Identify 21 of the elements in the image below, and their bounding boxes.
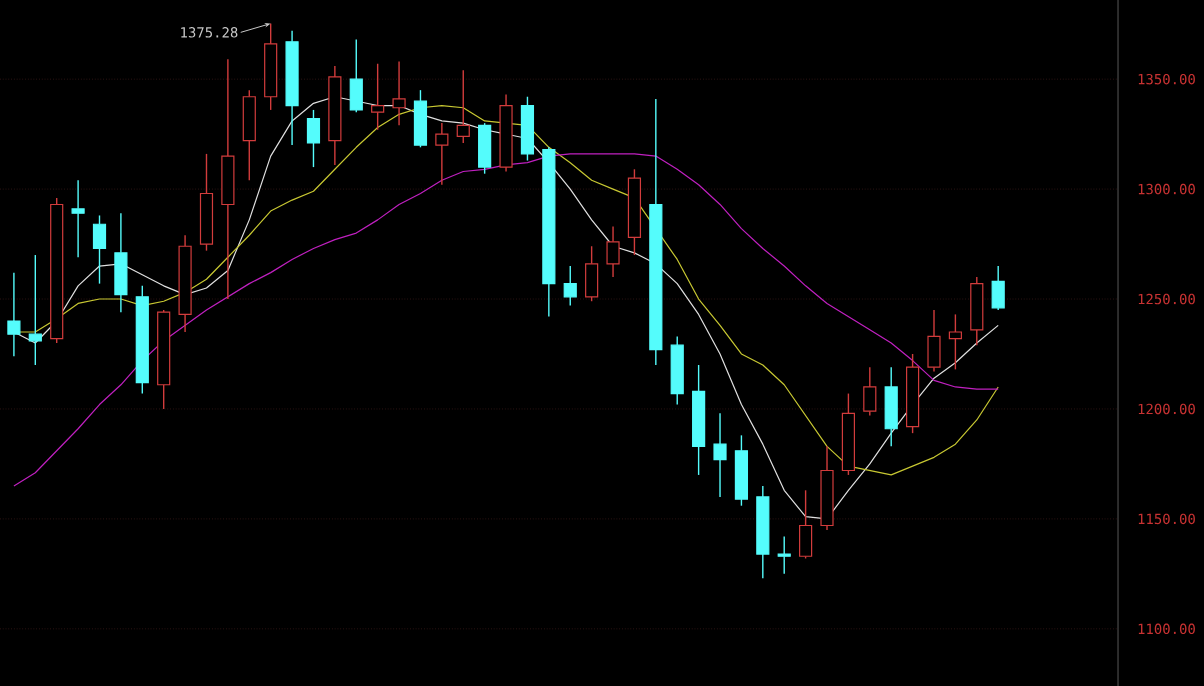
candlestick [435,122,449,186]
candlestick [285,30,299,146]
candlestick [649,98,663,366]
candlestick [178,234,192,333]
candlestick [7,271,21,357]
candlestick [820,445,834,531]
candlestick [28,254,42,366]
candlestick [499,93,513,173]
candlestick [114,212,128,313]
candlestick [713,412,727,498]
candlestick [328,65,342,166]
candlestick [71,179,85,258]
candlestick [606,225,620,278]
candlestick [991,265,1005,311]
candlestick [927,309,941,373]
candlestick [221,58,235,300]
candlestick [756,485,770,579]
candlestick [863,366,877,417]
candlestick [392,60,406,127]
candlestick [692,364,706,476]
candlestick [542,146,556,318]
